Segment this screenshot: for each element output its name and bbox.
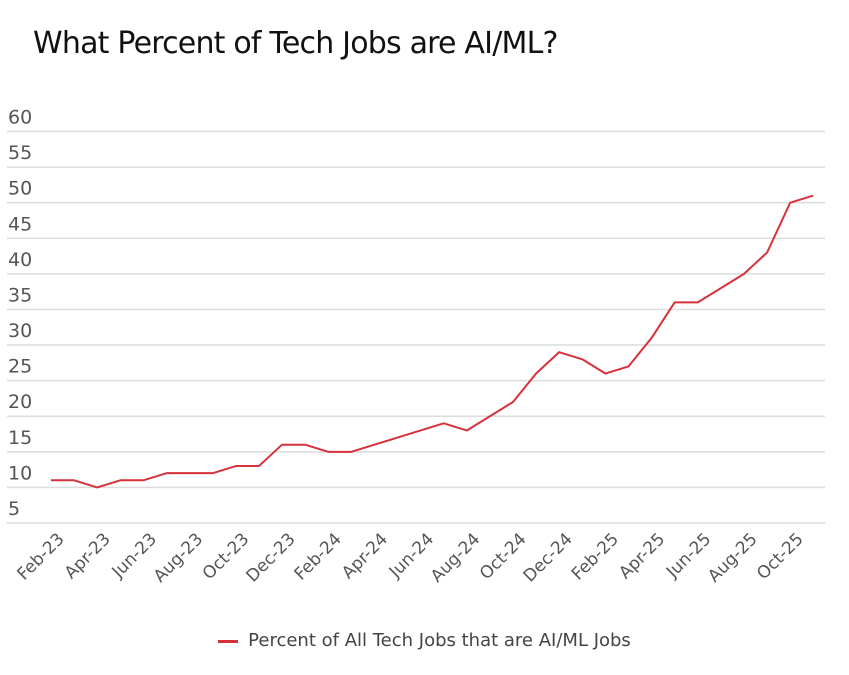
x-tick-label: Apr-25	[615, 529, 669, 583]
y-tick-label: 35	[8, 284, 32, 306]
series-line	[51, 194, 814, 489]
legend-swatch	[218, 639, 239, 643]
x-tick-label: Feb-23	[13, 529, 68, 584]
y-tick-label: 60	[8, 107, 32, 129]
x-tick-label: Aug-24	[427, 529, 484, 586]
chart-title: What Percent of Tech Jobs are AI/ML?	[33, 26, 558, 61]
x-tick-label: Dec-23	[242, 529, 299, 586]
y-tick-label: 50	[8, 178, 32, 200]
y-tick-label: 25	[8, 356, 32, 378]
x-tick-label: Dec-24	[520, 529, 577, 586]
y-tick-label: 20	[8, 391, 32, 413]
y-tick-label: 15	[8, 427, 32, 449]
x-tick-label: Oct-25	[753, 529, 808, 584]
y-tick-label: 40	[8, 249, 32, 271]
legend-label: Percent of All Tech Jobs that are AI/ML …	[248, 630, 631, 651]
x-tick-label: Apr-24	[338, 529, 392, 583]
x-tick-label: Feb-25	[568, 529, 623, 584]
x-tick-label: Aug-25	[704, 529, 761, 586]
y-tick-label: 5	[8, 498, 20, 520]
x-tick-label: Feb-24	[291, 529, 346, 584]
y-tick-label: 30	[8, 320, 32, 342]
y-tick-label: 45	[8, 213, 32, 235]
y-tick-label: 55	[8, 142, 32, 164]
legend: Percent of All Tech Jobs that are AI/ML …	[0, 630, 849, 651]
x-tick-label: Apr-23	[61, 529, 115, 583]
y-tick-label: 10	[8, 462, 32, 484]
x-tick-label: Aug-23	[150, 529, 207, 586]
